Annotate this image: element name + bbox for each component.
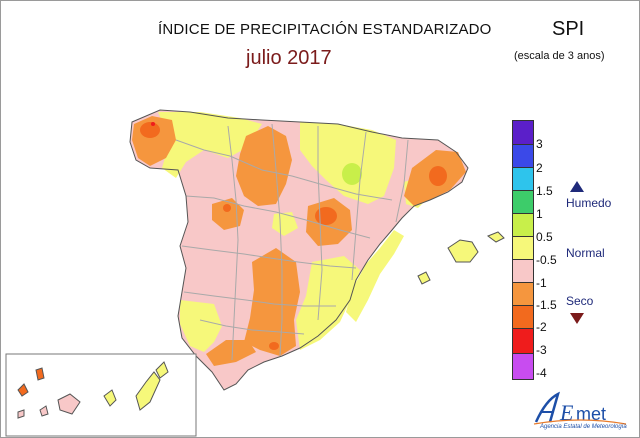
zone-dry-spot-2 [269,342,279,350]
legend-swatch-normal [513,237,533,260]
scale-note: (escala de 3 anos) [514,50,605,62]
map-title: ÍNDICE DE PRECIPITACIÓN ESTANDARIZADO [158,21,492,38]
legend-label-minus-4: -4 [536,366,547,380]
canary-island-6 [155,361,169,379]
zone-castilla [236,126,292,206]
legend-label-minus-2: -2 [536,320,547,334]
island-mallorca [447,239,479,263]
svg-text:E: E [559,400,574,425]
canary-island-3 [57,393,81,415]
zone-andalusia [244,248,300,356]
map-subtitle: julio 2017 [246,47,332,69]
legend-label-minus-1: -1 [536,276,547,290]
legend-label-minus-3: -3 [536,343,547,357]
zone-basque-aragon [300,122,396,204]
island-menorca [486,231,505,243]
canary-island-4 [103,389,117,407]
zone-southeast [296,256,360,350]
legend-colorbar [512,120,534,380]
legend-label-minus-1-5: -1.5 [536,298,557,312]
legend-swatch-minus-1 [513,283,533,306]
svg-text:met: met [576,404,606,424]
legend-label-minus-0-5: -0.5 [536,253,557,267]
legend-swatch-minus-0-5 [513,260,533,283]
canary-island-5 [135,371,161,411]
legend-swatch-2 [513,145,533,168]
zone-central-yellow [272,212,298,236]
zone-red-spot [151,122,155,126]
legend-swatch-minus-3 [513,354,533,379]
canary-inset [5,353,197,437]
category-normal: Normal [566,246,605,260]
index-name: SPI [552,18,585,40]
humid-arrow-icon [570,181,584,192]
legend-swatch-minus-1-5 [513,306,533,329]
canary-island-7 [39,405,49,417]
zone-southwest [180,300,222,352]
zone-northcoast [158,112,262,178]
zone-madrid-core [315,207,337,225]
canary-island-1 [17,383,29,397]
island-ibiza [417,271,431,285]
aemet-logo: E met [533,391,627,425]
dry-arrow-icon [570,313,584,324]
legend-label-2: 2 [536,161,543,175]
zone-catalonia-core [429,166,447,186]
legend-label-0-5: 0.5 [536,230,553,244]
province-borders [175,123,409,361]
canary-island-8 [17,409,25,419]
legend-swatch-1-5 [513,168,533,191]
legend-swatch-minus-2 [513,329,533,354]
legend-label-1-5: 1.5 [536,184,553,198]
zone-dry-spot-1 [223,204,231,212]
category-humid: Humedo [566,196,612,210]
legend-label-3: 3 [536,137,543,151]
legend-swatch-1 [513,191,533,214]
zone-andalusia-west [206,340,256,366]
zone-levante [346,230,404,322]
peninsula-outline [129,109,469,391]
canary-island-2 [35,367,45,381]
legend-swatch-3 [513,121,533,145]
legend-label-1: 1 [536,207,543,221]
legend-swatch-0-5 [513,214,533,237]
zone-green [342,163,362,185]
logo-caption: Agencia Estatal de Meteorología [540,424,627,430]
category-dry: Seco [566,294,594,308]
zone-galicia-core [140,122,160,138]
